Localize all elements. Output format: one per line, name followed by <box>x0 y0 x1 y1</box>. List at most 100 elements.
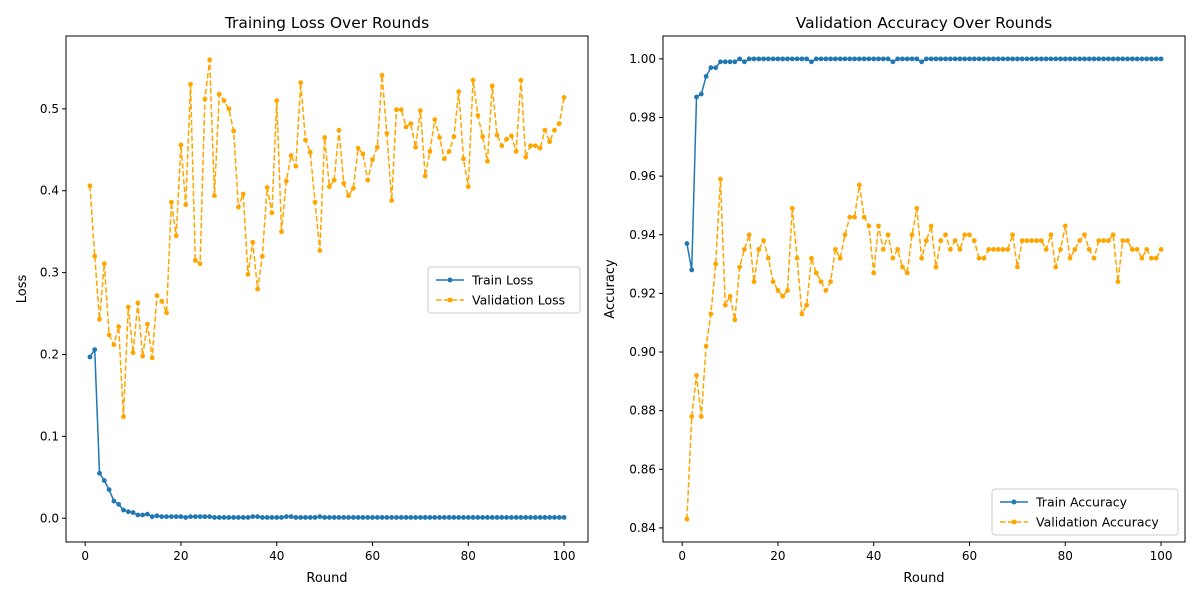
data-point-train-accuracy <box>756 56 762 62</box>
data-point-train-accuracy <box>1038 56 1044 62</box>
data-point-train-accuracy <box>976 56 982 62</box>
data-point-validation-accuracy <box>976 255 982 261</box>
data-point-train-loss <box>298 515 304 520</box>
data-point-train-accuracy <box>694 94 699 100</box>
data-point-validation-accuracy <box>1048 232 1054 238</box>
data-point-train-accuracy <box>914 56 920 62</box>
data-point-train-accuracy <box>1134 56 1140 62</box>
data-point-train-accuracy <box>876 56 881 62</box>
series-line-validation-loss <box>89 58 565 418</box>
data-point-train-loss <box>303 515 308 520</box>
data-point-validation-loss <box>255 286 260 292</box>
data-point-validation-loss <box>221 98 227 104</box>
data-point-train-accuracy <box>799 56 805 62</box>
series-train-loss <box>87 347 567 520</box>
data-point-train-accuracy <box>1101 56 1106 62</box>
data-point-validation-loss <box>106 332 112 338</box>
data-point-validation-accuracy <box>684 516 690 522</box>
data-point-validation-accuracy <box>813 270 819 276</box>
data-point-validation-accuracy <box>1072 247 1078 252</box>
data-point-train-loss <box>226 515 232 520</box>
data-point-train-loss <box>125 509 131 515</box>
data-point-validation-accuracy <box>718 176 723 182</box>
data-point-train-accuracy <box>981 56 987 62</box>
data-point-validation-accuracy <box>737 264 743 270</box>
accuracy-chart-title: Validation Accuracy Over Rounds <box>796 14 1052 32</box>
data-point-validation-loss <box>283 178 289 184</box>
data-point-validation-accuracy <box>957 247 963 252</box>
data-point-train-loss <box>192 514 198 520</box>
data-point-train-loss <box>494 515 500 520</box>
data-point-validation-accuracy <box>842 232 848 238</box>
data-point-train-accuracy <box>1005 56 1011 62</box>
legend-label-validation-accuracy: Validation Accuracy <box>1036 515 1159 530</box>
data-point-train-accuracy <box>1043 56 1049 62</box>
series-train-accuracy <box>684 56 1164 273</box>
data-point-train-loss <box>451 515 457 520</box>
data-point-train-accuracy <box>933 56 939 62</box>
data-point-train-accuracy <box>909 56 915 62</box>
data-point-validation-accuracy <box>861 214 867 220</box>
series-line-validation-accuracy <box>686 178 1162 520</box>
data-point-train-accuracy <box>703 74 709 79</box>
data-point-validation-accuracy <box>713 261 719 267</box>
data-point-train-loss <box>532 515 538 520</box>
data-point-validation-accuracy <box>775 288 781 293</box>
data-point-validation-accuracy <box>823 288 829 293</box>
data-point-train-accuracy <box>722 59 728 65</box>
data-point-train-accuracy <box>986 56 992 62</box>
data-point-validation-loss <box>556 121 562 127</box>
data-point-validation-accuracy <box>1077 238 1083 244</box>
data-point-train-loss <box>437 515 442 520</box>
accuracy-y-tick-label: 0.84 <box>629 521 656 535</box>
data-point-validation-loss <box>293 163 299 169</box>
data-point-train-accuracy <box>1019 56 1025 62</box>
data-point-validation-accuracy <box>1053 264 1059 270</box>
data-point-train-loss <box>360 515 366 520</box>
data-point-validation-accuracy <box>856 182 862 188</box>
data-point-train-accuracy <box>1149 56 1154 62</box>
data-point-train-accuracy <box>1024 56 1030 62</box>
data-point-train-accuracy <box>698 91 704 97</box>
data-point-train-loss <box>350 515 356 520</box>
data-point-validation-loss <box>87 183 93 189</box>
data-point-validation-accuracy <box>938 238 944 244</box>
data-point-validation-accuracy <box>1000 247 1006 252</box>
data-point-train-loss <box>489 515 495 520</box>
data-point-validation-accuracy <box>1086 247 1092 252</box>
data-point-train-accuracy <box>775 56 781 62</box>
data-point-train-accuracy <box>1091 56 1097 62</box>
data-point-validation-loss <box>403 124 409 130</box>
accuracy-y-tick-label: 1.00 <box>629 52 656 66</box>
data-point-train-loss <box>408 515 414 520</box>
data-point-validation-accuracy <box>919 255 925 261</box>
data-point-validation-loss <box>360 151 366 157</box>
data-point-train-loss <box>365 515 371 520</box>
data-point-validation-loss <box>130 350 136 356</box>
data-point-train-accuracy <box>708 65 714 71</box>
data-point-validation-accuracy <box>761 238 766 244</box>
data-point-train-loss <box>446 515 452 520</box>
data-point-validation-loss <box>441 156 447 162</box>
loss-x-tick-label: 20 <box>173 549 188 563</box>
data-point-train-loss <box>149 514 155 520</box>
data-point-validation-loss <box>446 149 452 154</box>
data-point-validation-loss <box>101 261 107 267</box>
data-point-validation-loss <box>408 121 414 127</box>
data-point-validation-accuracy <box>770 279 776 285</box>
data-point-train-loss <box>140 512 146 518</box>
data-point-validation-accuracy <box>1139 255 1145 261</box>
data-point-train-loss <box>188 514 193 520</box>
data-point-validation-loss <box>317 248 323 253</box>
data-point-validation-loss <box>149 355 155 361</box>
data-point-validation-loss <box>216 91 222 97</box>
data-point-train-loss <box>312 515 318 520</box>
data-point-validation-loss <box>528 143 533 149</box>
data-point-train-accuracy <box>928 56 934 62</box>
data-point-train-accuracy <box>1144 56 1150 62</box>
series-validation-accuracy <box>684 176 1164 522</box>
data-point-validation-accuracy <box>837 255 843 261</box>
loss-x-tick-label: 40 <box>269 549 284 563</box>
data-point-train-loss <box>547 515 553 520</box>
data-point-validation-loss <box>231 128 237 134</box>
